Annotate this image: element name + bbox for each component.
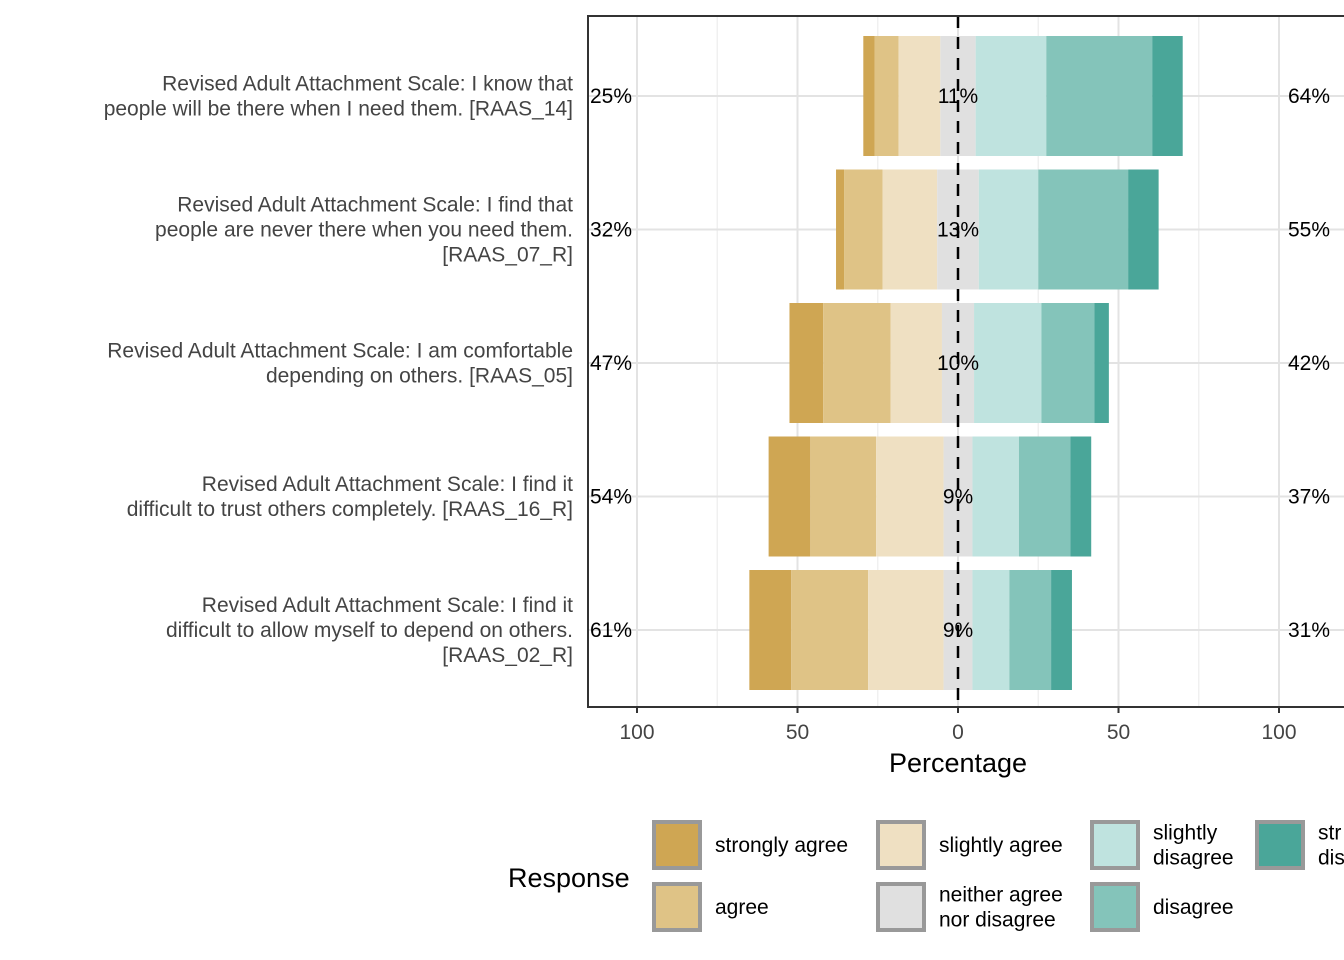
bar-segment-neither-agree-nor-disagree xyxy=(940,36,976,156)
legend-label: dis xyxy=(1318,847,1344,870)
bar-segment-slightly-disagree xyxy=(978,169,1039,290)
legend-label: nor disagree xyxy=(939,909,1056,932)
x-axis-ticks: 100 50 0 50 100 xyxy=(619,707,1297,744)
right-percentage-label: 37% xyxy=(1288,486,1330,509)
item-label-line: [RAAS_07_R] xyxy=(442,244,573,267)
center-percentage-label: 13% xyxy=(937,219,979,242)
left-percentage-label: 61% xyxy=(590,619,632,642)
bar-segment-slightly-disagree xyxy=(972,436,1019,557)
bar-segment-disagree xyxy=(1046,36,1153,156)
bar-segment-slightly-agree xyxy=(876,436,944,557)
bar-segment-agree xyxy=(823,303,891,423)
right-percentage-label: 42% xyxy=(1288,352,1330,375)
center-percentage-label: 9% xyxy=(943,619,973,642)
left-percentage-label: 54% xyxy=(590,486,632,509)
right-percentage-label: 64% xyxy=(1288,85,1330,108)
bars-layer xyxy=(749,36,1183,690)
bar-segment-slightly-agree xyxy=(890,303,942,423)
item-label-line: Revised Adult Attachment Scale: I find i… xyxy=(202,473,573,496)
item-label-line: Revised Adult Attachment Scale: I am com… xyxy=(107,340,573,363)
x-tick-label: 50 xyxy=(786,721,809,744)
item-label-line: depending on others. [RAAS_05] xyxy=(266,365,573,388)
x-tick-label: 50 xyxy=(1107,721,1130,744)
item-label-line: Revised Adult Attachment Scale: I know t… xyxy=(162,73,573,96)
center-percentage-label: 9% xyxy=(943,486,973,509)
bar-segment-agree xyxy=(844,169,883,290)
bar-segment-strongly-agree xyxy=(768,436,811,557)
bar-segment-disagree xyxy=(1018,436,1071,557)
bar-segment-strongly-disagree xyxy=(1128,169,1159,290)
bar-segment-disagree xyxy=(1009,570,1052,690)
bar-segment-slightly-agree xyxy=(868,570,944,690)
center-percentage-label: 10% xyxy=(937,352,979,375)
panel-border xyxy=(587,15,1344,708)
legend-key-strongly-agree xyxy=(652,820,702,870)
legend-label: disagree xyxy=(1153,847,1234,870)
legend-title: Response xyxy=(508,863,630,893)
legend-key-agree xyxy=(652,882,702,932)
legend-label: slightly xyxy=(1153,822,1218,845)
legend-label: disagree xyxy=(1153,896,1234,919)
x-tick-label: 100 xyxy=(619,721,654,744)
legend: Response strongly agree agree slightly agre… xyxy=(508,820,1344,932)
bar-segment-slightly-disagree xyxy=(974,303,1042,423)
left-percentage-label: 32% xyxy=(590,219,632,242)
left-percentage-label: 47% xyxy=(590,352,632,375)
legend-key-slightly-disagree xyxy=(1090,820,1140,870)
x-tick-label: 100 xyxy=(1261,721,1296,744)
item-label-line: Revised Adult Attachment Scale: I find i… xyxy=(202,594,573,617)
item-label-line: Revised Adult Attachment Scale: I find t… xyxy=(177,194,573,217)
bar-segment-strongly-disagree xyxy=(1070,436,1092,557)
bar-segment-neither-agree-nor-disagree xyxy=(943,436,973,557)
bar-segment-slightly-disagree xyxy=(975,36,1047,156)
bar-segment-strongly-agree xyxy=(863,36,875,156)
legend-key-disagree xyxy=(1090,882,1140,932)
legend-label: strongly agree xyxy=(715,834,848,857)
x-tick-label: 0 xyxy=(952,721,964,744)
bar-segment-strongly-disagree xyxy=(1152,36,1183,156)
item-label-line: difficult to allow myself to depend on o… xyxy=(166,619,573,642)
center-percentage-label: 11% xyxy=(938,85,978,108)
legend-label: slightly agree xyxy=(939,834,1063,857)
item-label-line: people will be there when I need them. [… xyxy=(104,98,573,121)
right-percentage-label: 31% xyxy=(1288,619,1330,642)
bar-segment-strongly-agree xyxy=(836,169,845,290)
legend-label: agree xyxy=(715,896,769,919)
bar-segment-strongly-disagree xyxy=(1094,303,1109,423)
legend-label: neither agree xyxy=(939,884,1063,907)
legend-key-slightly-agree xyxy=(876,820,926,870)
bar-segment-slightly-disagree xyxy=(972,570,1010,690)
bar-segment-agree xyxy=(874,36,899,156)
bar-segment-strongly-agree xyxy=(789,303,824,423)
item-labels: Revised Adult Attachment Scale: I know t… xyxy=(104,73,573,668)
left-percentage-label: 25% xyxy=(590,85,632,108)
bar-segment-agree xyxy=(791,570,869,690)
bar-segment-disagree xyxy=(1041,303,1095,423)
bar-segment-slightly-agree xyxy=(898,36,941,156)
item-label-line: difficult to trust others completely. [R… xyxy=(127,498,573,521)
bar-segment-agree xyxy=(810,436,877,557)
bar-segment-disagree xyxy=(1038,169,1129,290)
bar-segment-slightly-agree xyxy=(882,169,938,290)
bar-segment-strongly-agree xyxy=(749,570,792,690)
legend-key-neither-agree-nor-disagree xyxy=(876,882,926,932)
right-percentage-label: 55% xyxy=(1288,219,1330,242)
item-label-line: people are never there when you need the… xyxy=(155,219,573,242)
x-axis-title: Percentage xyxy=(889,748,1027,778)
legend-label: str xyxy=(1318,822,1341,845)
legend-key-strongly-disagree xyxy=(1255,820,1305,870)
percentage-labels: 25% 11% 64% 32% 13% 55% 47% 10% 42% 54% 9% 37% 61% 9%… xyxy=(590,85,1330,642)
bar-segment-strongly-disagree xyxy=(1051,570,1072,690)
item-label-line: [RAAS_02_R] xyxy=(442,644,573,667)
